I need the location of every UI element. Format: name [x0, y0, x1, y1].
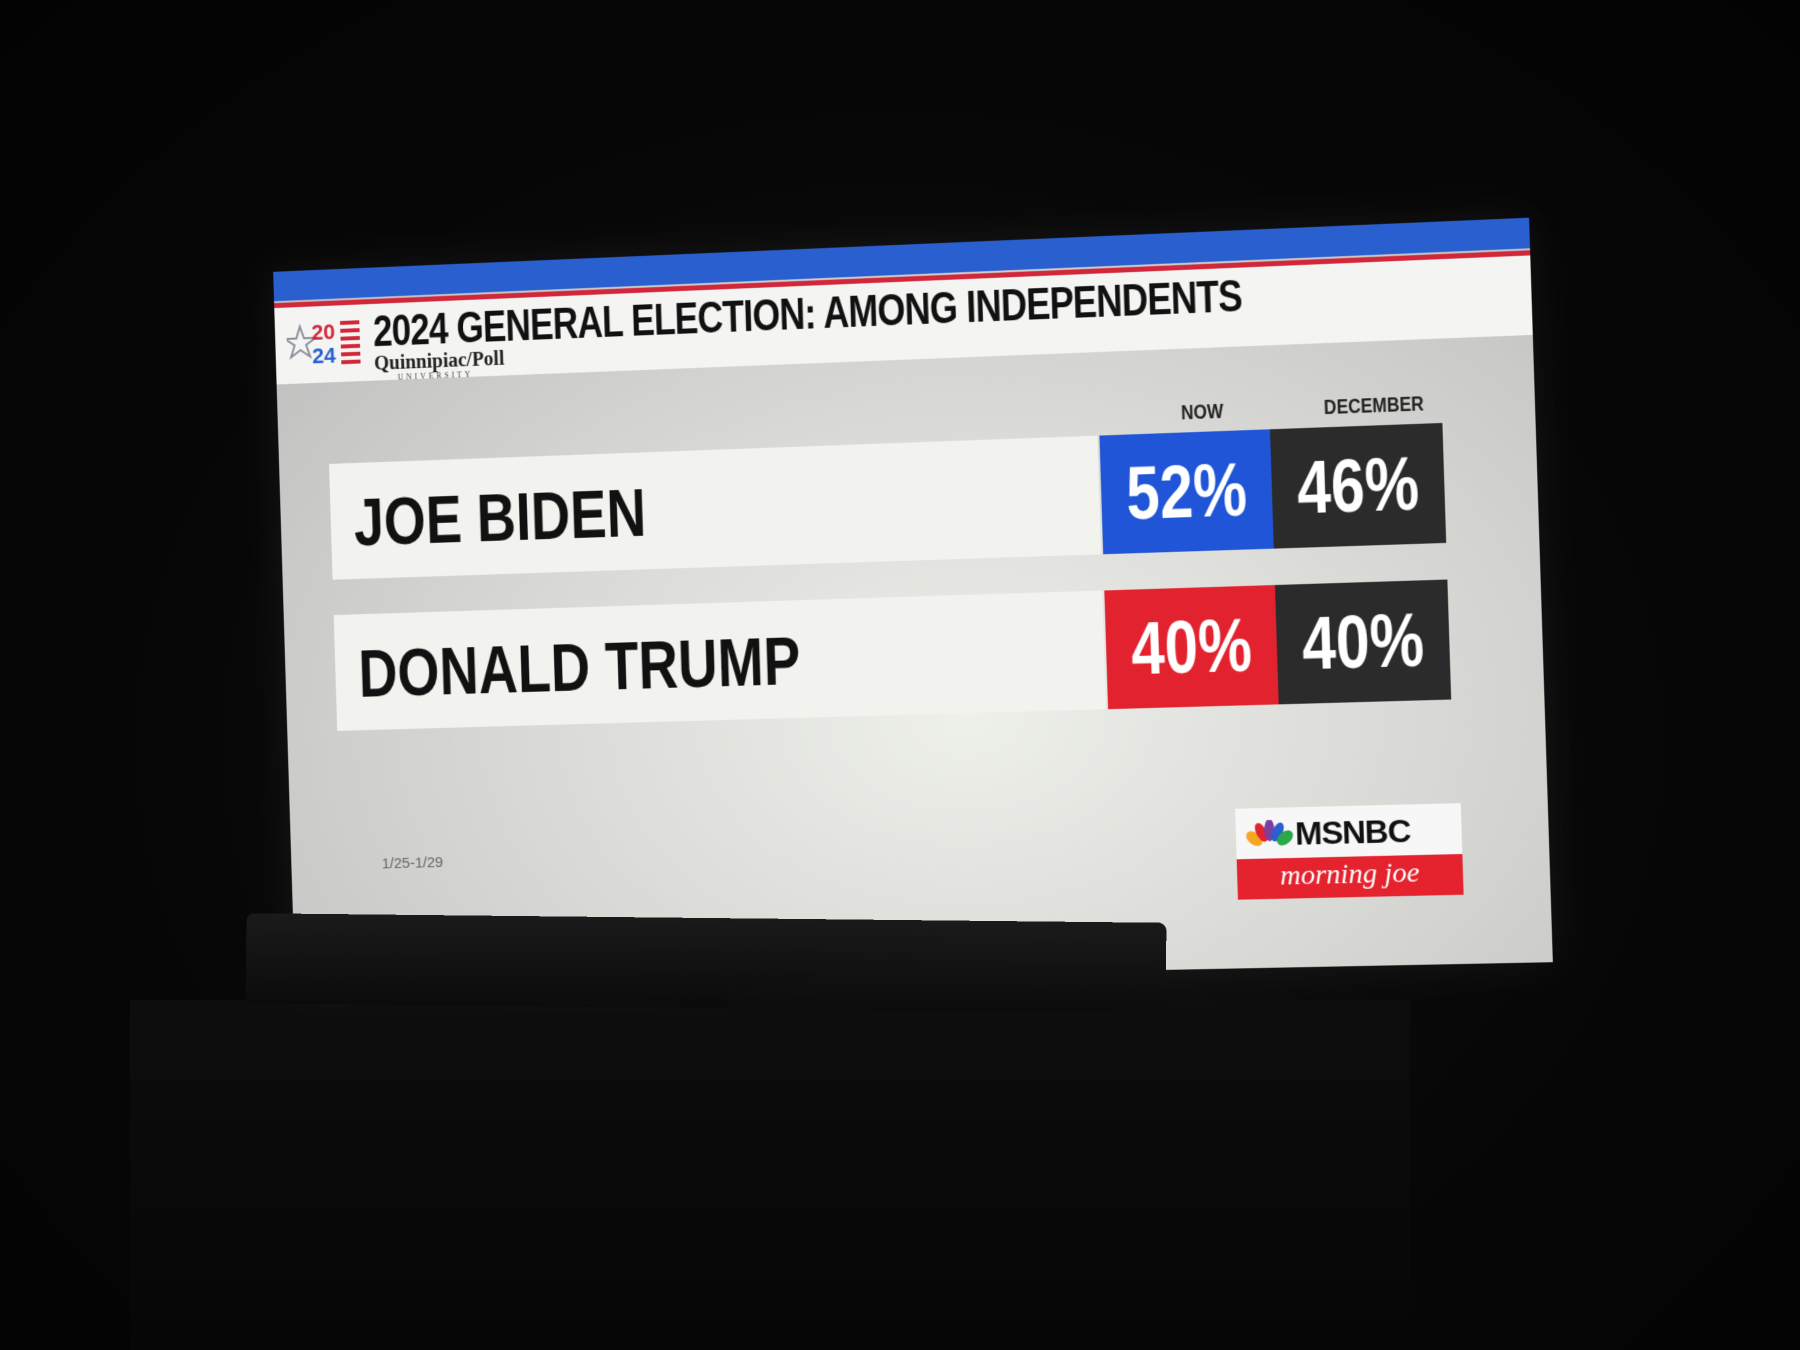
tv-stand — [130, 1000, 1410, 1350]
poll-subtitle: UNIVERSITY — [397, 369, 474, 382]
show-banner: morning joe — [1236, 854, 1464, 900]
column-header-december: DECEMBER — [1323, 393, 1425, 420]
candidate-name-box: DONALD TRUMP — [333, 590, 1107, 731]
msnbc-logo: MSNBC — [1235, 803, 1463, 860]
show-name: morning joe — [1279, 857, 1421, 892]
svg-text:24: 24 — [312, 343, 336, 369]
poll-date-range: 1/25-1/29 — [381, 854, 444, 873]
december-value: 46% — [1269, 422, 1447, 549]
msnbc-morning-joe-logo: MSNBC morning joe — [1235, 803, 1464, 906]
candidate-name: JOE BIDEN — [352, 475, 648, 561]
now-value: 52% — [1099, 429, 1274, 555]
network-name: MSNBC — [1294, 812, 1411, 852]
broadcast-graphic: 20 24 2024 GENERAL ELECTION: AMONG INDEP… — [273, 217, 1553, 988]
star-icon: 20 24 — [286, 319, 361, 369]
candidate-name: DONALD TRUMP — [357, 623, 802, 712]
soundbar — [245, 913, 1167, 1013]
now-value: 40% — [1104, 585, 1279, 710]
candidate-name-box: JOE BIDEN — [329, 435, 1102, 580]
quinnipiac-2024-logo: 20 24 — [286, 310, 369, 376]
peacock-icon — [1245, 819, 1294, 849]
svg-text:20: 20 — [311, 319, 335, 345]
result-row: JOE BIDEN 52% 46% — [329, 422, 1448, 580]
column-header-now: NOW — [1180, 400, 1224, 425]
tv-screen: 20 24 2024 GENERAL ELECTION: AMONG INDEP… — [273, 217, 1553, 988]
result-row: DONALD TRUMP 40% 40% — [333, 579, 1454, 731]
december-value: 40% — [1274, 579, 1452, 705]
graphic-header: 20 24 2024 GENERAL ELECTION: AMONG INDEP… — [274, 255, 1533, 385]
